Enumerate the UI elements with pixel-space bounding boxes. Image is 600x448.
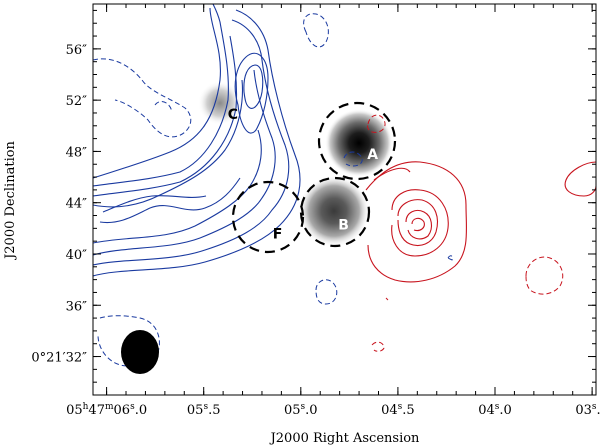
blue-dashed-contours — [93, 13, 453, 367]
emission-blobs — [198, 81, 393, 247]
source-circle-a — [317, 101, 397, 181]
axis-ticks — [93, 4, 596, 395]
y-tick-labels: 56″ 52″ 48″ 44″ 40″ 36″ 0°21′32″ — [31, 43, 87, 366]
y-tick-label: 44″ — [66, 197, 88, 212]
source-label-f: F — [273, 226, 283, 242]
x-tick-label: 05s.0 — [284, 402, 318, 418]
source-blob-b — [298, 175, 370, 247]
red-contours — [365, 161, 596, 283]
y-tick-label: 48″ — [66, 145, 88, 160]
y-tick-label: 36″ — [66, 299, 88, 314]
source-circle-b — [299, 176, 371, 248]
x-tick-label: 04s.0 — [478, 402, 512, 418]
y-axis-title: J2000 Declination — [3, 140, 18, 260]
source-blob-c — [198, 81, 242, 125]
source-labels: A B C F — [228, 107, 379, 242]
x-axis-title: J2000 Right Ascension — [269, 431, 420, 446]
beam-ellipse — [121, 330, 159, 374]
y-tick-label: 40″ — [66, 248, 88, 263]
y-tick-label: 52″ — [66, 94, 88, 109]
blue-contours — [93, 4, 301, 277]
x-tick-label: 03s.5 — [575, 402, 600, 418]
source-label-a: A — [367, 147, 378, 163]
y-tick-label: 56″ — [66, 43, 88, 58]
source-blob-a — [325, 109, 393, 177]
x-tick-labels: 05h47m06s.0 05s.5 05s.0 04s.5 04s.0 03s.5 — [66, 402, 600, 418]
y-tick-label: 0°21′32″ — [31, 351, 87, 366]
source-label-b: B — [338, 217, 349, 233]
plot-frame — [92, 3, 597, 396]
source-label-c: C — [228, 107, 238, 123]
x-tick-label: 04s.5 — [381, 402, 415, 418]
source-circle-f — [231, 180, 305, 254]
red-dashed-contours — [367, 114, 564, 352]
x-tick-label: 05h47m06s.0 — [66, 402, 147, 418]
source-circles — [231, 101, 397, 254]
x-tick-label: 05s.5 — [187, 402, 221, 418]
